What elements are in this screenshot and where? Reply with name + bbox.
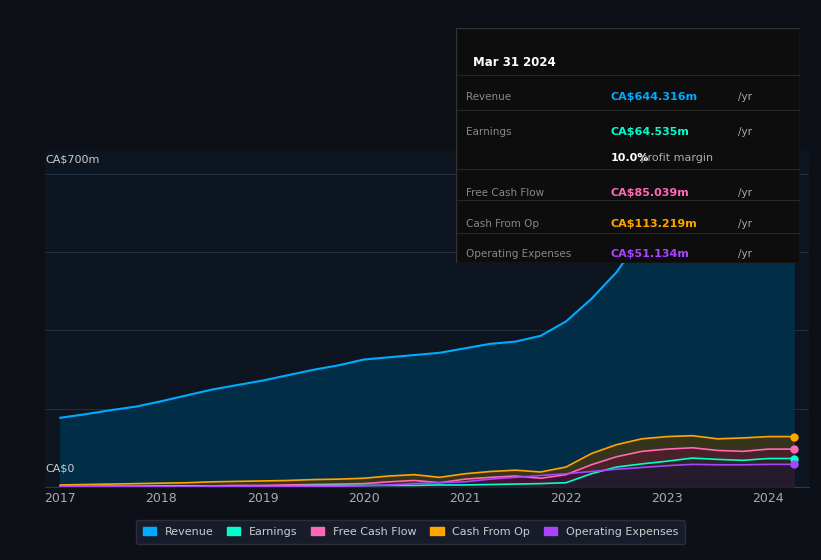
Text: CA$85.039m: CA$85.039m [611, 188, 690, 198]
Text: CA$113.219m: CA$113.219m [611, 218, 698, 228]
Text: Revenue: Revenue [466, 91, 511, 101]
Text: /yr: /yr [738, 218, 752, 228]
Text: profit margin: profit margin [637, 153, 713, 162]
Text: Cash From Op: Cash From Op [466, 218, 539, 228]
Text: CA$51.134m: CA$51.134m [611, 249, 690, 259]
Text: Mar 31 2024: Mar 31 2024 [473, 56, 556, 69]
Text: 10.0%: 10.0% [611, 153, 649, 162]
Text: CA$0: CA$0 [45, 463, 75, 473]
Text: CA$64.535m: CA$64.535m [611, 127, 690, 137]
Text: Operating Expenses: Operating Expenses [466, 249, 571, 259]
Text: CA$644.316m: CA$644.316m [611, 91, 698, 101]
Text: Free Cash Flow: Free Cash Flow [466, 188, 544, 198]
Text: /yr: /yr [738, 91, 752, 101]
Text: CA$700m: CA$700m [45, 154, 99, 164]
Text: /yr: /yr [738, 188, 752, 198]
Text: Earnings: Earnings [466, 127, 511, 137]
Text: /yr: /yr [738, 249, 752, 259]
Legend: Revenue, Earnings, Free Cash Flow, Cash From Op, Operating Expenses: Revenue, Earnings, Free Cash Flow, Cash … [136, 520, 685, 544]
Text: /yr: /yr [738, 127, 752, 137]
